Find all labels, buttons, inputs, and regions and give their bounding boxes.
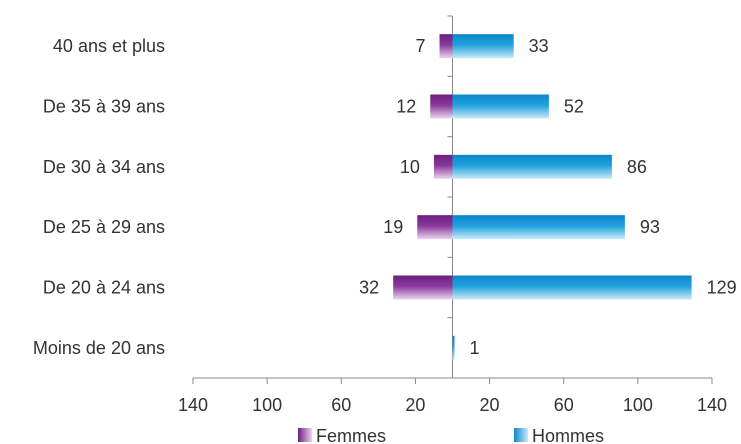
value-label-hommes: 93 (640, 217, 660, 237)
legend-label-femmes: Femmes (316, 426, 386, 444)
value-label-femmes: 19 (383, 217, 403, 237)
x-tick-label: 100 (252, 395, 282, 415)
value-label-hommes: 86 (627, 157, 647, 177)
category-label: De 25 à 29 ans (43, 217, 165, 237)
bar-hommes (452, 275, 692, 300)
category-label: De 30 à 34 ans (43, 157, 165, 177)
labels: 40 ans et plus De 35 à 39 ans De 30 à 34 a… (33, 36, 737, 358)
x-tick-label: 100 (623, 395, 653, 415)
bar-femmes (433, 154, 453, 179)
bar-femmes (417, 215, 453, 240)
value-label-femmes: 7 (416, 36, 426, 56)
bar-hommes (452, 154, 612, 179)
value-label-femmes: 10 (400, 157, 420, 177)
legend: Femmes Hommes (298, 426, 604, 444)
x-tick-label: 60 (554, 395, 574, 415)
value-label-hommes: 52 (564, 97, 584, 117)
value-label-femmes: 12 (396, 97, 416, 117)
category-label: De 20 à 24 ans (43, 278, 165, 298)
bar-hommes (452, 34, 514, 59)
category-label: 40 ans et plus (53, 36, 165, 56)
x-tick-label: 20 (480, 395, 500, 415)
legend-label-hommes: Hommes (532, 426, 604, 444)
value-label-hommes: 129 (707, 278, 737, 298)
value-label-hommes: 33 (529, 36, 549, 56)
bar-hommes (452, 94, 549, 119)
value-label-femmes: 32 (359, 278, 379, 298)
value-label-hommes: 1 (470, 338, 480, 358)
x-tick-label: 140 (178, 395, 208, 415)
x-tick-label: 140 (697, 395, 727, 415)
category-label: De 35 à 39 ans (43, 97, 165, 117)
bar-femmes (393, 275, 453, 300)
legend-swatch-hommes (514, 428, 528, 442)
x-tick-label: 60 (331, 395, 351, 415)
category-label: Moins de 20 ans (33, 338, 165, 358)
bar-femmes (430, 94, 453, 119)
x-tick-label: 20 (405, 395, 425, 415)
legend-swatch-femmes (298, 428, 312, 442)
bars (393, 34, 692, 360)
bar-hommes (452, 215, 625, 240)
bar-femmes (439, 34, 453, 59)
bar-hommes (452, 335, 455, 360)
axes: 140 100 60 20 20 60 100 140 (178, 15, 727, 415)
